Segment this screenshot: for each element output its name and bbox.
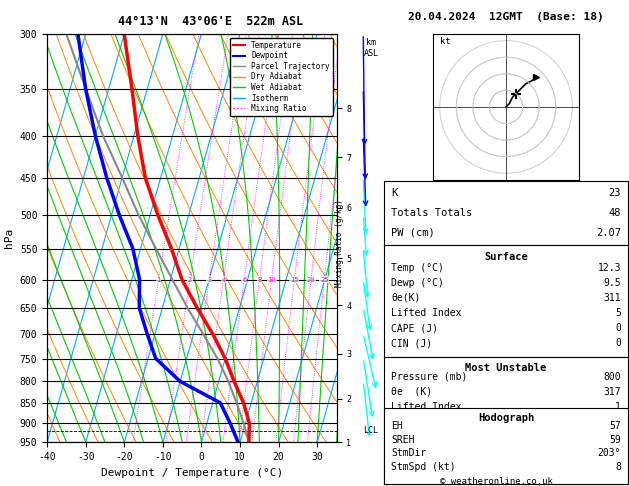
Text: 57: 57 bbox=[610, 421, 621, 431]
Text: 3: 3 bbox=[207, 277, 211, 282]
Y-axis label: km
ASL: km ASL bbox=[364, 38, 379, 57]
Text: 20: 20 bbox=[307, 277, 315, 282]
Text: 0: 0 bbox=[615, 432, 621, 442]
Text: K: K bbox=[391, 188, 398, 198]
Text: 48: 48 bbox=[608, 208, 621, 218]
Text: 9.5: 9.5 bbox=[603, 278, 621, 288]
Text: θe  (K): θe (K) bbox=[391, 387, 432, 397]
Text: 2.07: 2.07 bbox=[596, 227, 621, 238]
X-axis label: Dewpoint / Temperature (°C): Dewpoint / Temperature (°C) bbox=[101, 468, 283, 478]
Text: 0: 0 bbox=[615, 338, 621, 348]
Text: CIN (J): CIN (J) bbox=[391, 432, 432, 442]
Text: 10: 10 bbox=[267, 277, 276, 282]
Text: 311: 311 bbox=[603, 293, 621, 303]
Text: kt: kt bbox=[440, 37, 450, 46]
Text: 8: 8 bbox=[615, 462, 621, 472]
Text: Lifted Index: Lifted Index bbox=[391, 308, 462, 318]
Text: 2: 2 bbox=[188, 277, 192, 282]
Text: 15: 15 bbox=[290, 277, 299, 282]
Text: 12.3: 12.3 bbox=[598, 263, 621, 273]
Text: Most Unstable: Most Unstable bbox=[465, 363, 547, 373]
Text: θe(K): θe(K) bbox=[391, 293, 420, 303]
Text: CIN (J): CIN (J) bbox=[391, 338, 432, 348]
Text: 1: 1 bbox=[157, 277, 161, 282]
Text: 203°: 203° bbox=[598, 449, 621, 458]
Text: StmDir: StmDir bbox=[391, 449, 426, 458]
Text: 1: 1 bbox=[615, 402, 621, 412]
Text: 23: 23 bbox=[608, 188, 621, 198]
Text: 20.04.2024  12GMT  (Base: 18): 20.04.2024 12GMT (Base: 18) bbox=[408, 12, 604, 22]
Text: 44°13'N  43°06'E  522m ASL: 44°13'N 43°06'E 522m ASL bbox=[118, 15, 303, 28]
Text: Hodograph: Hodograph bbox=[478, 413, 534, 423]
Text: CAPE (J): CAPE (J) bbox=[391, 417, 438, 427]
Text: Surface: Surface bbox=[484, 252, 528, 262]
Text: Dewp (°C): Dewp (°C) bbox=[391, 278, 444, 288]
Text: 59: 59 bbox=[610, 435, 621, 445]
Text: CAPE (J): CAPE (J) bbox=[391, 323, 438, 333]
Text: Temp (°C): Temp (°C) bbox=[391, 263, 444, 273]
Text: 5: 5 bbox=[615, 308, 621, 318]
Text: Mixing Ratio (g/kg): Mixing Ratio (g/kg) bbox=[335, 199, 344, 287]
Text: LCL: LCL bbox=[364, 426, 378, 435]
Text: 800: 800 bbox=[603, 372, 621, 382]
Text: Totals Totals: Totals Totals bbox=[391, 208, 472, 218]
Text: StmSpd (kt): StmSpd (kt) bbox=[391, 462, 455, 472]
Text: Lifted Index: Lifted Index bbox=[391, 402, 462, 412]
Text: 6: 6 bbox=[242, 277, 247, 282]
Text: 4: 4 bbox=[221, 277, 226, 282]
Y-axis label: hPa: hPa bbox=[4, 228, 14, 248]
Text: 8: 8 bbox=[257, 277, 262, 282]
Legend: Temperature, Dewpoint, Parcel Trajectory, Dry Adiabat, Wet Adiabat, Isotherm, Mi: Temperature, Dewpoint, Parcel Trajectory… bbox=[230, 38, 333, 116]
Text: 0: 0 bbox=[615, 323, 621, 333]
Text: Pressure (mb): Pressure (mb) bbox=[391, 372, 467, 382]
Text: 0: 0 bbox=[615, 417, 621, 427]
Text: EH: EH bbox=[391, 421, 403, 431]
Text: 25: 25 bbox=[320, 277, 328, 282]
Text: © weatheronline.co.uk: © weatheronline.co.uk bbox=[440, 476, 554, 486]
Text: PW (cm): PW (cm) bbox=[391, 227, 435, 238]
Text: 317: 317 bbox=[603, 387, 621, 397]
Text: SREH: SREH bbox=[391, 435, 415, 445]
